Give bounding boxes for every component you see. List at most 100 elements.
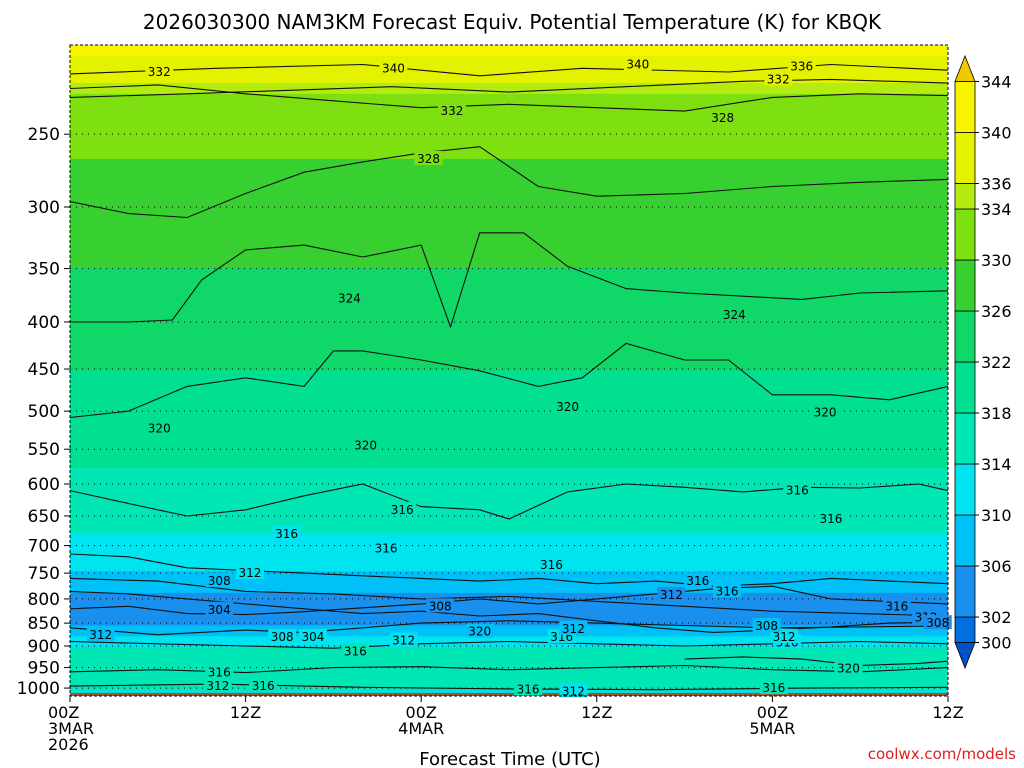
contour-label: 316 <box>344 644 367 658</box>
colorbar-bin <box>954 208 976 261</box>
ground-surface <box>70 692 948 696</box>
fill-band <box>70 435 948 442</box>
fill-band <box>70 527 948 534</box>
fill-band <box>70 115 948 122</box>
contour-label: 328 <box>417 152 440 166</box>
contour-label: 332 <box>440 104 463 118</box>
fill-band <box>70 500 948 507</box>
colorbar-tick-label: 340 <box>981 124 1012 143</box>
contour-label: 308 <box>429 599 452 613</box>
contour-label: 320 <box>148 421 171 435</box>
colorbar-bin <box>954 412 976 465</box>
fill-band <box>70 142 948 149</box>
fill-band <box>70 489 948 496</box>
fill-band <box>70 305 948 312</box>
contour-label-bg <box>559 620 588 635</box>
fill-band <box>70 289 948 296</box>
fill-band <box>70 674 948 681</box>
contour-label: 320 <box>556 400 579 414</box>
contour-label-bg <box>752 617 781 632</box>
fill-band <box>70 430 948 437</box>
contour-312 <box>70 640 948 649</box>
fill-band <box>70 158 948 165</box>
fill-band <box>70 348 948 355</box>
contour-label: 316 <box>786 484 809 498</box>
contour-label: 308 <box>755 619 778 633</box>
contour-label-bg <box>816 511 845 526</box>
contour-336 <box>70 78 948 98</box>
y-tick-label: 800 <box>28 590 60 610</box>
y-tick-label: 850 <box>28 614 60 634</box>
fill-band <box>70 403 948 410</box>
fill-band <box>70 549 948 556</box>
fill-band <box>70 457 948 464</box>
contour-label: 316 <box>208 666 231 680</box>
fill-band <box>70 614 948 621</box>
contour-label-bg <box>764 71 793 86</box>
fill-band <box>70 137 948 144</box>
plot-fill-layer <box>70 45 948 696</box>
fill-band <box>70 55 948 62</box>
contour-label-bg <box>379 60 408 75</box>
fill-band <box>70 234 948 241</box>
fill-band <box>70 148 948 155</box>
colorbar-bin <box>954 81 976 133</box>
colorbar-bin <box>954 310 976 363</box>
contour-label: 332 <box>767 72 790 86</box>
contour-label-bg <box>351 437 380 452</box>
x-tick-label: 12Z <box>581 703 612 722</box>
fill-band <box>70 658 948 665</box>
x-tick-label: 2026 <box>48 735 89 754</box>
colorbar-bin <box>954 361 976 414</box>
contour-label-bg <box>414 150 443 165</box>
fill-band <box>70 180 948 187</box>
fill-band <box>70 668 948 675</box>
contour-label-bg <box>720 306 749 321</box>
contour-label: 304 <box>301 630 324 644</box>
y-tick-label: 650 <box>28 507 60 527</box>
colorbar-tick-label: 318 <box>981 404 1012 423</box>
fill-band <box>70 218 948 225</box>
x-tick-label: 12Z <box>230 703 261 722</box>
credit-link[interactable]: coolwx.com/models <box>868 745 1016 763</box>
x-axis-label: Forecast Time (UTC) <box>419 749 600 768</box>
y-tick-label: 750 <box>28 564 60 584</box>
fill-band <box>70 582 948 589</box>
fill-band <box>70 164 948 171</box>
contour-308 <box>70 577 948 617</box>
contour-label-bg <box>388 501 417 516</box>
fill-band <box>70 630 948 637</box>
fill-band <box>70 571 948 578</box>
contour-label-bg <box>145 420 174 435</box>
fill-band <box>70 609 948 616</box>
fill-band <box>70 110 948 117</box>
fill-band <box>70 354 948 361</box>
fill-band <box>70 663 948 670</box>
fill-band <box>70 647 948 654</box>
fill-band <box>70 538 948 545</box>
fill-band <box>70 207 948 214</box>
fill-band <box>70 424 948 431</box>
contour-label-bg <box>770 629 799 644</box>
fill-band <box>70 186 948 193</box>
fill-band <box>70 533 948 540</box>
fill-band <box>70 251 948 258</box>
x-tick-label: 5MAR <box>749 719 795 738</box>
fill-band <box>70 99 948 106</box>
contour-label-bg <box>683 573 712 588</box>
fill-band <box>70 560 948 567</box>
contour-label-bg <box>86 627 115 642</box>
fill-band <box>70 419 948 426</box>
y-tick-label: 250 <box>28 125 60 145</box>
fill-band <box>70 126 948 133</box>
contour-label: 324 <box>338 291 361 305</box>
fill-band <box>70 392 948 399</box>
fill-band <box>70 473 948 480</box>
colorbar-bin <box>954 463 976 516</box>
contour-label-bg <box>882 598 911 613</box>
contour-label-bg <box>514 681 543 696</box>
contour-320 <box>684 656 948 667</box>
colorbar-tick-label: 330 <box>981 251 1012 270</box>
contour-label-bg <box>787 58 816 73</box>
contour-label: 328 <box>711 111 734 125</box>
